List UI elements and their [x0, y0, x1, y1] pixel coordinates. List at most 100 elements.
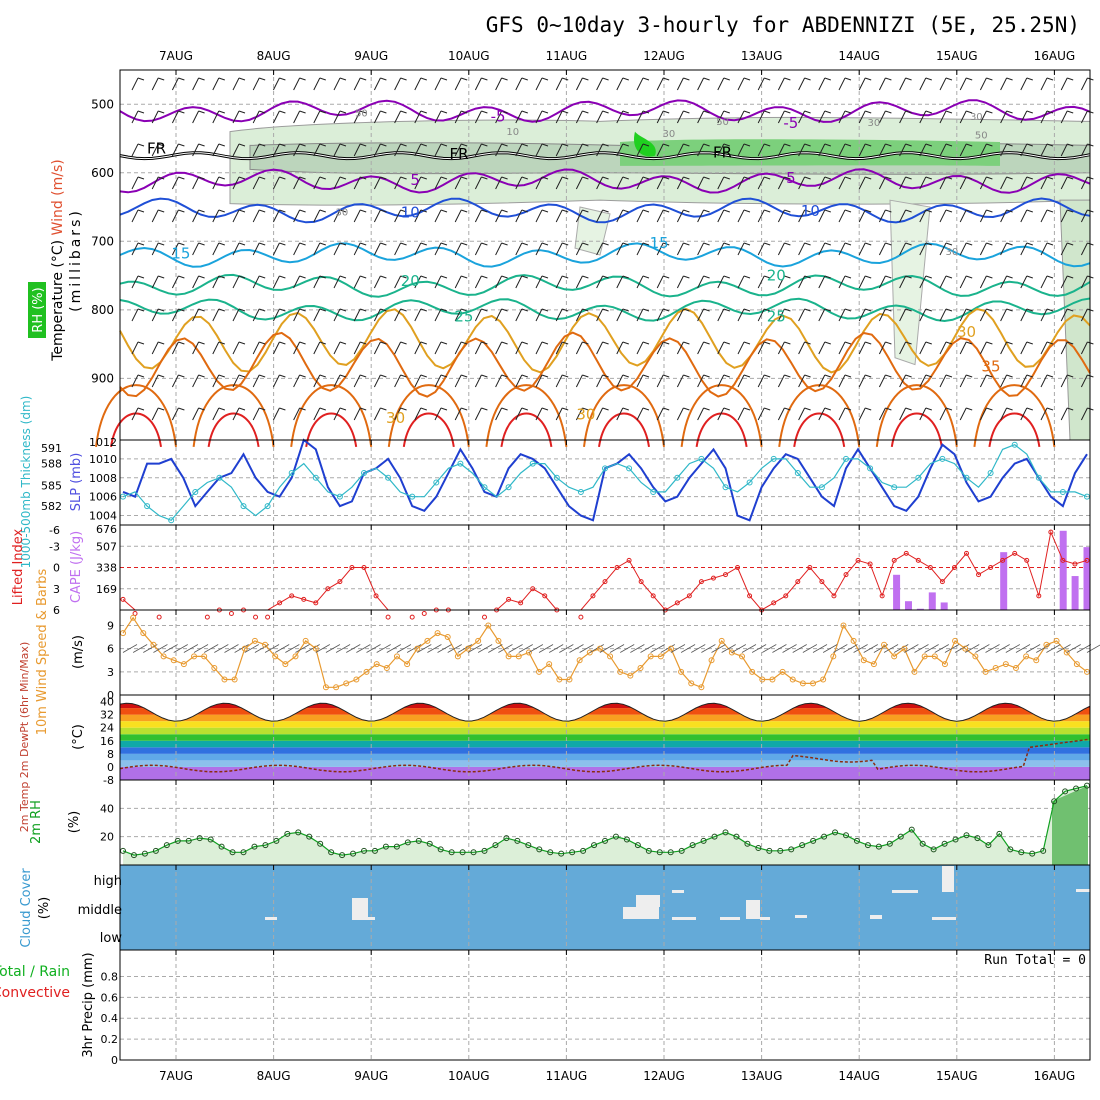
thickness-marker: [1011, 441, 1018, 448]
wind-barb-flag: [319, 308, 326, 312]
li-tick-label: -3: [49, 540, 60, 553]
date-label-bottom: 16AUG: [1034, 1069, 1076, 1083]
wind-barb-flag: [259, 110, 266, 114]
wind-barb: [1020, 209, 1028, 223]
wind-barb: [697, 110, 705, 124]
wind-barb: [171, 341, 179, 355]
wind-barb: [636, 77, 644, 91]
wind-barb: [254, 644, 270, 653]
wind-barb-flag: [400, 374, 407, 378]
wind-barb-flag: [501, 308, 508, 312]
temp-tick-label: 16: [100, 735, 114, 748]
wind-barb-flag: [299, 308, 306, 312]
wind-barb-flag: [683, 308, 690, 312]
wind-barb-flag: [582, 110, 589, 114]
wind-speed-marker: [241, 645, 248, 652]
temp-line: [119, 702, 1091, 722]
wind-barb: [373, 77, 381, 91]
wind-barb-flag: [764, 110, 771, 114]
wind-barb-flag: [481, 308, 488, 312]
wind-barb: [636, 275, 644, 289]
cloud-block: [352, 898, 368, 920]
wind-barb-flag: [966, 176, 973, 180]
wind-barb: [616, 308, 624, 322]
cloud-block: [942, 866, 954, 892]
cape-bar: [916, 608, 924, 610]
wind-barb: [474, 341, 482, 355]
li-tick-label: 6: [53, 604, 60, 617]
wind-barb: [899, 275, 907, 289]
wind-barb: [899, 407, 907, 421]
wind-barb-flag: [1026, 341, 1033, 345]
wind-barb: [798, 176, 806, 190]
wind-barb-flag: [279, 209, 286, 213]
wind-barb: [737, 407, 745, 421]
wind-barb: [212, 110, 220, 124]
thickness-marker: [385, 474, 392, 481]
thickness-marker: [457, 460, 464, 467]
wind-barb-flag: [360, 143, 367, 147]
wind-speed-marker: [566, 676, 573, 683]
wind-barb: [757, 77, 765, 91]
wind-barb: [878, 176, 886, 190]
wind-speed-marker: [1053, 637, 1060, 644]
wind-barb: [737, 275, 745, 289]
wind-barb: [939, 341, 947, 355]
wind-barb-flag: [1046, 341, 1054, 345]
wind-barb: [1000, 242, 1008, 256]
wind-barb: [394, 176, 402, 190]
wind-barb: [1040, 143, 1048, 157]
wind-barb: [717, 374, 725, 388]
wind-barb: [1000, 407, 1008, 421]
rh-marker: [339, 852, 346, 859]
wind-barb: [131, 143, 139, 157]
wind-barb-flag: [703, 308, 710, 312]
wind-barb: [434, 143, 442, 157]
wind-barb: [454, 77, 462, 91]
wind-barb: [477, 644, 493, 653]
wind-barb-flag: [885, 176, 892, 180]
lifted-index-marker: [1048, 529, 1054, 535]
wind-barb: [676, 143, 684, 157]
wind-barb-flag: [238, 176, 246, 180]
temperature-contour-dome: [95, 384, 177, 447]
wind-barb-flag: [582, 143, 589, 147]
wind-barb-flag: [137, 407, 145, 411]
wind-barb: [959, 308, 967, 322]
wind-barb-flag: [784, 341, 791, 345]
wind-barb-flag: [723, 143, 730, 147]
wind-barb-flag: [521, 176, 528, 180]
wind-barb-flag: [218, 275, 225, 279]
wind-barb-flag: [238, 110, 246, 114]
wind-barb-flag: [238, 77, 246, 81]
wind-barb: [346, 644, 361, 653]
wind-barb: [636, 341, 644, 355]
cloud-label: Cloud Cover: [19, 868, 34, 948]
wind-barb: [232, 242, 240, 256]
wind-barb: [474, 143, 482, 157]
wind-barb-flag: [461, 143, 468, 147]
wind-barb-flag: [198, 77, 205, 81]
wind-barb: [979, 308, 987, 322]
wind-barb: [143, 644, 158, 653]
lifted-index-marker: [1084, 557, 1090, 563]
li-tick-label: 0: [53, 562, 60, 575]
wind-speed-marker: [475, 637, 482, 644]
wind-barb-flag: [1026, 176, 1033, 180]
wind-barb-flag: [562, 110, 569, 114]
wind-barb: [151, 242, 159, 256]
wind-barb-flag: [541, 176, 549, 180]
wind-barb-flag: [1046, 77, 1054, 81]
temp-tick-label: 32: [100, 709, 114, 722]
rh-marker: [284, 830, 291, 837]
wind-barb: [979, 110, 987, 124]
temp-band: [120, 760, 1090, 767]
wind-speed-marker: [454, 653, 461, 660]
wind-barb: [939, 209, 947, 223]
lifted-index-marker: [361, 565, 367, 570]
rh-marker: [306, 833, 313, 840]
wind-barb: [697, 374, 705, 388]
wind-barb: [474, 242, 482, 256]
wind-barb: [313, 77, 321, 91]
wind-barb: [474, 176, 482, 190]
